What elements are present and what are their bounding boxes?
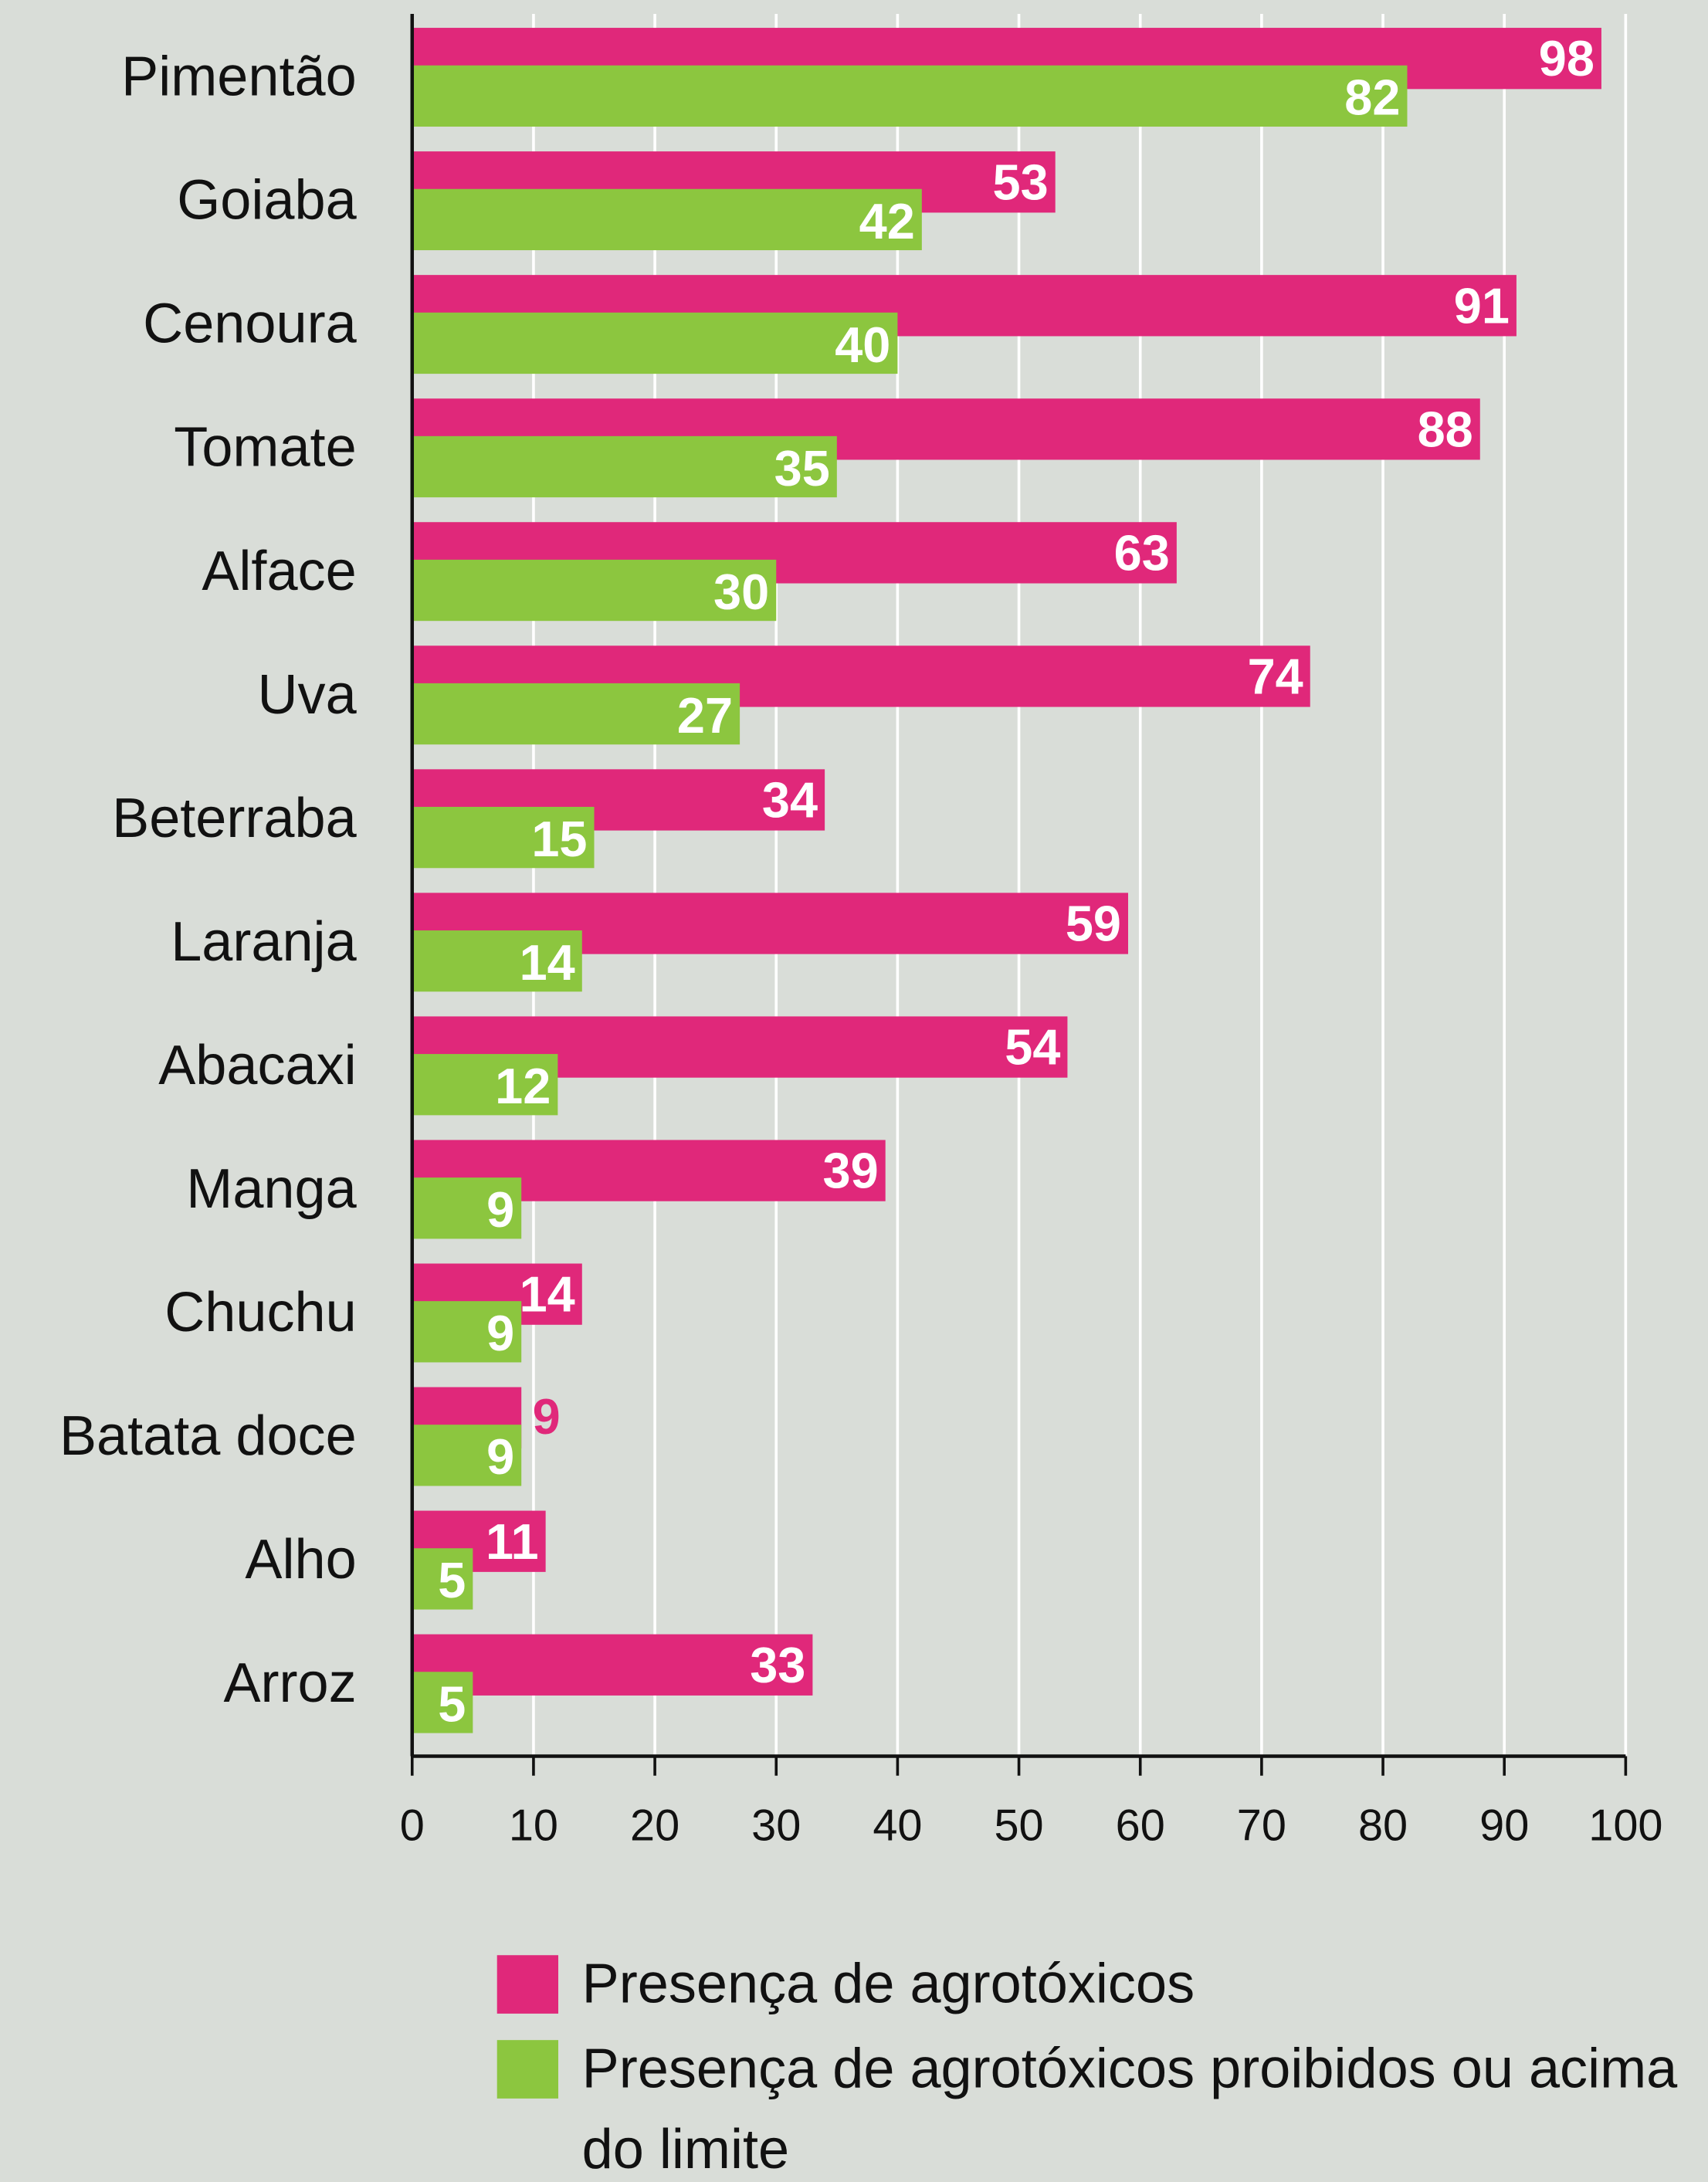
data-label: 63 xyxy=(1114,524,1170,581)
x-tick-label: 0 xyxy=(400,1801,425,1850)
data-label: 11 xyxy=(486,1513,539,1570)
y-tick-label: Laranja xyxy=(171,911,357,973)
x-tick-label: 90 xyxy=(1479,1801,1529,1850)
data-label: 15 xyxy=(531,811,587,867)
bar xyxy=(412,1425,522,1486)
data-label: 54 xyxy=(1005,1019,1060,1076)
data-label: 88 xyxy=(1418,401,1473,457)
y-tick-label: Abacaxi xyxy=(158,1035,356,1096)
data-label: 59 xyxy=(1066,896,1121,952)
y-tick-label: Arroz xyxy=(223,1652,356,1714)
x-tick-label: 30 xyxy=(751,1801,801,1850)
y-tick-label: Cenoura xyxy=(143,293,357,355)
data-label: 39 xyxy=(823,1143,879,1199)
data-label: 14 xyxy=(520,934,575,991)
x-tick-label: 70 xyxy=(1237,1801,1286,1850)
data-label: 14 xyxy=(520,1266,575,1323)
data-label: 12 xyxy=(495,1058,551,1114)
bar xyxy=(412,312,898,374)
legend-entry: Presença de agrotóxicos xyxy=(581,1953,1195,2015)
bar xyxy=(412,806,595,869)
legend-entry: Presença de agrotóxicos proibidos ou aci… xyxy=(581,2038,1678,2181)
y-tick-label: Beterraba xyxy=(112,788,357,849)
data-label: 53 xyxy=(993,154,1049,210)
bar xyxy=(412,65,1408,127)
data-label: 98 xyxy=(1539,30,1594,86)
data-label: 30 xyxy=(713,564,769,620)
x-tick-label: 40 xyxy=(873,1801,922,1850)
bar xyxy=(412,1548,473,1610)
y-tick-label: Goiaba xyxy=(177,170,357,232)
legend-swatch xyxy=(496,1955,559,2014)
y-tick-label: Alho xyxy=(245,1529,356,1591)
legend-label: Presença de agrotóxicos xyxy=(581,1953,1195,2015)
y-tick-label: Tomate xyxy=(174,417,356,479)
data-label: 5 xyxy=(438,1552,466,1608)
x-tick-label: 60 xyxy=(1116,1801,1165,1850)
bar xyxy=(412,1177,522,1239)
bar xyxy=(412,1301,522,1363)
bar xyxy=(412,1054,558,1116)
y-tick-label: Manga xyxy=(186,1158,357,1220)
x-tick-label: 20 xyxy=(630,1801,679,1850)
bar xyxy=(412,1672,473,1733)
legend: Presença de agrotóxicos Presença de agrot… xyxy=(496,1953,1678,2181)
data-label: 33 xyxy=(750,1637,805,1693)
legend-label: Presença de agrotóxicos proibidos ou aci… xyxy=(581,2038,1678,2181)
x-tick-label: 10 xyxy=(509,1801,558,1850)
data-label: 9 xyxy=(486,1428,514,1485)
x-tick-label: 50 xyxy=(995,1801,1044,1850)
bar xyxy=(412,1634,813,1696)
data-label: 9 xyxy=(533,1388,561,1445)
x-tick-label: 80 xyxy=(1358,1801,1408,1850)
y-tick-label: Alface xyxy=(202,540,356,602)
y-tick-label: Pimentão xyxy=(121,46,357,108)
bar xyxy=(412,559,777,622)
data-label: 42 xyxy=(859,193,915,249)
data-label: 91 xyxy=(1454,277,1510,334)
data-label: 82 xyxy=(1344,69,1400,126)
data-label: 34 xyxy=(762,772,818,828)
data-label: 74 xyxy=(1248,648,1303,704)
data-label: 9 xyxy=(486,1181,514,1238)
bar xyxy=(412,188,922,251)
y-tick-label: Batata doce xyxy=(59,1405,357,1467)
data-label: 40 xyxy=(835,317,890,373)
y-tick-label: Chuchu xyxy=(164,1282,356,1343)
bar xyxy=(412,435,837,498)
y-tick-label: Uva xyxy=(257,664,357,726)
data-label: 9 xyxy=(486,1305,514,1361)
bar xyxy=(412,930,582,992)
bar xyxy=(412,683,740,745)
legend-swatch xyxy=(496,2040,559,2099)
data-label: 5 xyxy=(438,1675,466,1732)
data-label: 35 xyxy=(774,440,830,496)
data-label: 27 xyxy=(677,687,733,744)
x-tick-label: 100 xyxy=(1588,1801,1662,1850)
